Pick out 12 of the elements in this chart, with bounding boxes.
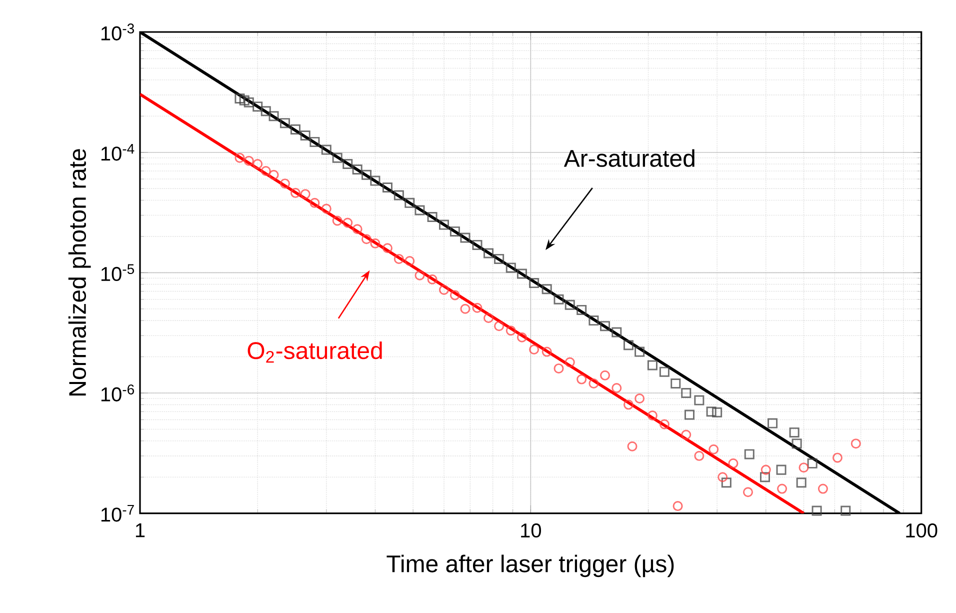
y-tick-label: 10$^{-4}$ bbox=[101, 144, 134, 161]
x-axis-title: Time after laser trigger (µs) bbox=[386, 554, 674, 577]
y-tick-label: 10$^{-3}$ bbox=[101, 23, 134, 40]
x-tick-label: 10 bbox=[521, 523, 542, 538]
annotation: Ar-saturated bbox=[564, 149, 694, 167]
x-tick-label: 1 bbox=[136, 523, 145, 537]
x-tick-label: 100 bbox=[906, 523, 938, 538]
y-axis-title: Normalized photon rate bbox=[68, 148, 91, 396]
annotation: O$_{2}$-saturated bbox=[248, 341, 382, 363]
y-tick-label: 10$^{-6}$ bbox=[101, 384, 134, 402]
y-tick-label: 10$^{-7}$ bbox=[101, 504, 134, 522]
y-tick-label: 10$^{-5}$ bbox=[101, 264, 134, 281]
